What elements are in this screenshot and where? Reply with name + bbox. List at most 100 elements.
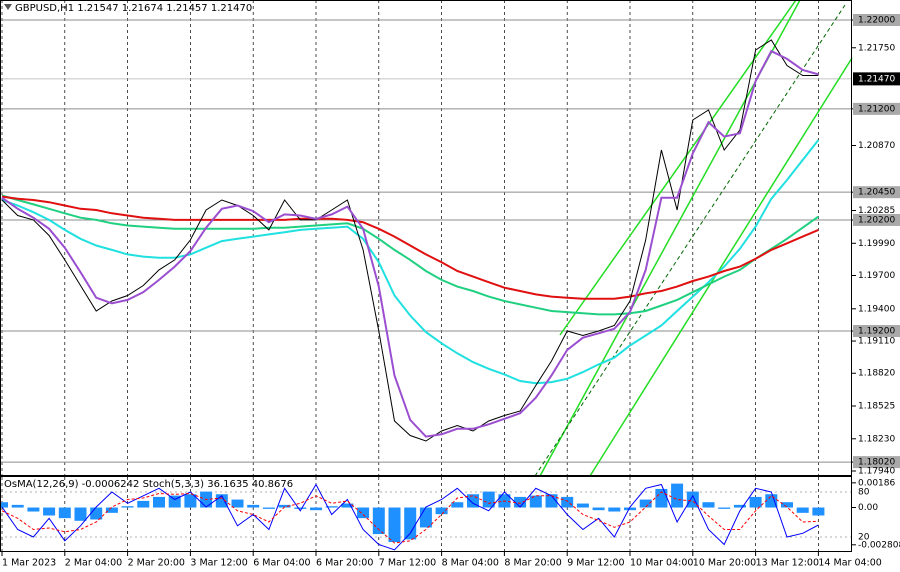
bar xyxy=(482,491,495,508)
bar xyxy=(105,507,118,513)
bar xyxy=(231,499,244,508)
bar xyxy=(43,507,56,516)
bar xyxy=(529,495,542,508)
title-icon xyxy=(4,4,12,10)
y-tick-label: 1.19990 xyxy=(858,239,895,249)
chart-title: GBPUSD,H1 1.21547 1.21674 1.21457 1.2147… xyxy=(15,3,252,14)
y-tick-label: 1.19110 xyxy=(858,337,895,347)
bar xyxy=(247,504,260,508)
bar xyxy=(58,507,71,519)
y-tick-label: 1.19700 xyxy=(858,271,895,281)
y-tick-label: 1.21750 xyxy=(858,43,895,53)
bar xyxy=(74,507,87,521)
y-tick-label: 1.18525 xyxy=(858,402,895,412)
bar xyxy=(262,507,275,509)
series-line xyxy=(1,195,819,300)
y-tick-label: 1.22000 xyxy=(858,15,895,25)
bar xyxy=(121,506,134,508)
x-tick-label: 9 Mar 12:00 xyxy=(567,558,624,569)
bar xyxy=(11,504,24,508)
bar xyxy=(325,506,338,508)
bar xyxy=(388,507,401,543)
x-tick-label: 6 Mar 20:00 xyxy=(316,558,373,569)
channel-line xyxy=(534,4,846,477)
bar xyxy=(781,502,793,508)
y2-tick-label: 20 xyxy=(858,533,870,543)
y-tick-label: 1.17940 xyxy=(858,467,895,477)
x-tick-label: 13 Mar 12:00 xyxy=(756,558,819,569)
y-tick-label: 0.00186 xyxy=(858,478,895,488)
series-line xyxy=(1,491,819,544)
series-line xyxy=(1,139,820,385)
bar xyxy=(168,495,181,508)
bar xyxy=(294,507,307,509)
y-tick-label: 1.21200 xyxy=(858,104,895,114)
bar xyxy=(796,507,809,513)
bar xyxy=(749,496,762,508)
x-tick-label: 2 Mar 20:00 xyxy=(128,558,185,569)
last-price-label: 1.21470 xyxy=(858,74,895,84)
y-tick-label: 1.18230 xyxy=(858,434,895,444)
bar xyxy=(419,507,432,528)
x-tick-label: 6 Mar 04:00 xyxy=(253,558,310,569)
x-tick-label: 3 Mar 12:00 xyxy=(190,558,247,569)
level-label-box xyxy=(853,186,900,199)
grid xyxy=(0,0,852,552)
bar xyxy=(0,502,8,508)
bar xyxy=(27,507,40,512)
bar xyxy=(435,507,448,515)
x-tick-label: 1 Mar 2023 xyxy=(2,558,56,569)
y-tick-label: 0.00 xyxy=(858,503,878,513)
y-tick-label: 1.19200 xyxy=(858,327,895,337)
channel-line xyxy=(589,57,853,477)
bar xyxy=(655,488,668,508)
y-tick-label: 1.20450 xyxy=(858,188,895,198)
channel-line xyxy=(559,0,797,336)
bar xyxy=(184,494,197,508)
y-tick-label: 1.19400 xyxy=(858,304,895,314)
x-tick-label: 8 Mar 20:00 xyxy=(504,558,561,569)
level-label-box xyxy=(853,456,900,469)
x-tick-label: 8 Mar 04:00 xyxy=(442,558,499,569)
x-tick-label: 7 Mar 12:00 xyxy=(379,558,436,569)
bar xyxy=(733,504,746,508)
level-label-box xyxy=(853,102,900,115)
bar xyxy=(718,507,731,509)
indicator-frame xyxy=(0,476,852,552)
channel-lines xyxy=(534,0,853,477)
level-label-box xyxy=(853,325,900,338)
bar xyxy=(404,507,417,540)
bar xyxy=(686,491,699,508)
y-tick-label: 1.18020 xyxy=(858,458,895,468)
bar xyxy=(310,507,322,511)
y-tick-label: 1.20285 xyxy=(858,206,895,216)
bar xyxy=(608,507,621,512)
x-tick-label: 10 Mar 20:00 xyxy=(693,558,756,569)
bar xyxy=(624,507,636,511)
bar xyxy=(90,507,103,520)
y-tick-label: 1.18820 xyxy=(858,369,895,379)
bar xyxy=(514,496,527,508)
bar xyxy=(671,483,684,508)
bar xyxy=(561,496,574,508)
plot: 1 Mar 2023 2 Mar 04:00 2 Mar 20:00 3 Mar 12… xyxy=(0,13,900,569)
series-line xyxy=(1,194,819,316)
y-tick-label: 1.20870 xyxy=(858,141,895,151)
bar xyxy=(341,503,354,508)
bar xyxy=(137,500,150,508)
level-label-box xyxy=(853,13,900,26)
series-line xyxy=(1,49,819,438)
x-tick-label: 14 Mar 04:00 xyxy=(818,558,881,569)
bar xyxy=(357,507,370,519)
last-price-box xyxy=(853,72,900,86)
y-tick-label: 1.20200 xyxy=(858,215,895,225)
bar xyxy=(545,494,558,508)
bar xyxy=(812,507,825,516)
indicator-title: OsMA(12,26,9) -0.0006242 Stoch(5,3,3) 36… xyxy=(4,479,293,490)
bar xyxy=(451,502,464,508)
bar xyxy=(639,499,652,508)
bar xyxy=(278,504,291,508)
bar xyxy=(372,507,385,535)
x-tick-label: 10 Mar 04:00 xyxy=(630,558,693,569)
